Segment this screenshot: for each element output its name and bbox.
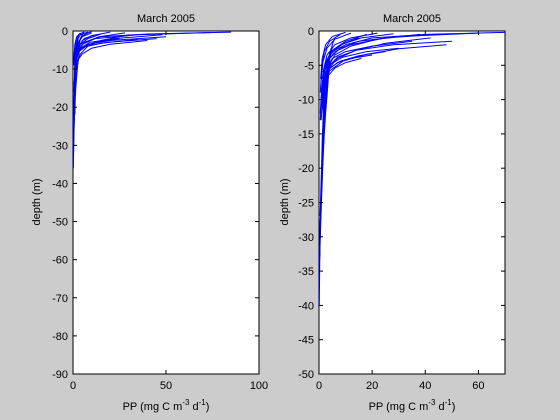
left-xlabel-exp2: -1 — [199, 398, 207, 407]
left-x-tick-label: 100 — [250, 380, 268, 392]
right-xlabel-suffix: ) — [452, 401, 456, 413]
right-xlabel-prefix: PP (mg C m — [369, 401, 429, 413]
left-profile-line-26 — [74, 50, 80, 115]
left-x-tick-label: 0 — [70, 380, 76, 392]
right-y-tick-label: -30 — [298, 232, 314, 244]
right-y-tick-label: -15 — [298, 129, 314, 141]
right-y-tick-label: 0 — [308, 26, 314, 38]
left-y-tick-label: -10 — [52, 64, 68, 76]
right-y-axis-label: depth (m) — [279, 178, 291, 225]
left-x-axis: 0 50 100 — [70, 31, 268, 392]
right-x-tick-label: 20 — [366, 380, 378, 392]
left-y-axis-label: depth (m) — [31, 178, 43, 225]
left-xlabel-mid: d — [189, 401, 198, 413]
left-y-tick-label: -90 — [52, 369, 68, 381]
right-y-tick-label: -10 — [298, 95, 314, 107]
right-xlabel-exp2: -1 — [445, 398, 453, 407]
right-y-tick-label: -50 — [298, 369, 314, 381]
right-y-tick-label: -25 — [298, 198, 314, 210]
right-x-axis-label: PP (mg C m-3 d-1) — [369, 398, 456, 413]
right-profile-line-27 — [322, 33, 394, 83]
left-profile-line-23 — [74, 31, 92, 58]
left-y-tick-label: -70 — [52, 293, 68, 305]
right-xlabel-exp1: -3 — [428, 398, 436, 407]
right-y-tick-label: -35 — [298, 266, 314, 278]
left-y-tick-label: -80 — [52, 331, 68, 343]
right-y-tick-label: -40 — [298, 300, 314, 312]
left-chart-title: March 2005 — [137, 13, 195, 25]
right-y-tick-label: -5 — [304, 60, 314, 72]
left-y-tick-label: 0 — [62, 26, 68, 38]
right-y-axis: 0 -5 -10 -15 -20 -25 -30 -35 -40 -45 -50 — [298, 26, 505, 381]
left-xlabel-exp1: -3 — [182, 398, 190, 407]
right-y-tick-label: -45 — [298, 335, 314, 347]
left-xlabel-suffix: ) — [206, 401, 210, 413]
right-y-tick-label: -20 — [298, 163, 314, 175]
right-chart-panel: 0 20 40 60 0 -5 -10 -15 -20 -25 -30 -35 -40 -45 -50 M… — [279, 13, 506, 413]
right-profile-line-14 — [320, 32, 352, 83]
right-profile-line-16 — [319, 33, 341, 93]
left-y-tick-label: -60 — [52, 255, 68, 267]
right-profile-line-24 — [319, 48, 332, 237]
left-x-tick-label: 50 — [160, 380, 172, 392]
right-profile-line-23 — [319, 78, 325, 217]
left-y-tick-label: -50 — [52, 217, 68, 229]
left-chart-panel: 0 50 100 0 -10 -20 -30 -40 -50 -60 -70 -80 -90 Marc… — [31, 13, 268, 413]
left-xlabel-prefix: PP (mg C m — [123, 401, 183, 413]
right-x-tick-label: 40 — [419, 380, 431, 392]
right-x-tick-label: 0 — [316, 380, 322, 392]
left-x-axis-label: PP (mg C m-3 d-1) — [123, 398, 210, 413]
left-plot-area — [72, 30, 260, 375]
left-y-axis: 0 -10 -20 -30 -40 -50 -60 -70 -80 -90 — [52, 26, 259, 381]
right-chart-title: March 2005 — [383, 13, 441, 25]
left-y-tick-label: -30 — [52, 140, 68, 152]
left-y-tick-label: -40 — [52, 178, 68, 190]
right-x-axis: 0 20 40 60 — [316, 31, 485, 392]
right-plot-area — [318, 30, 506, 375]
right-profile-lines — [319, 31, 505, 306]
left-profile-line-25 — [74, 38, 139, 60]
right-profile-line-26 — [321, 57, 362, 110]
right-xlabel-mid: d — [435, 401, 444, 413]
right-profile-line-25 — [320, 54, 373, 121]
left-y-tick-label: -20 — [52, 102, 68, 114]
right-x-tick-label: 60 — [472, 380, 484, 392]
